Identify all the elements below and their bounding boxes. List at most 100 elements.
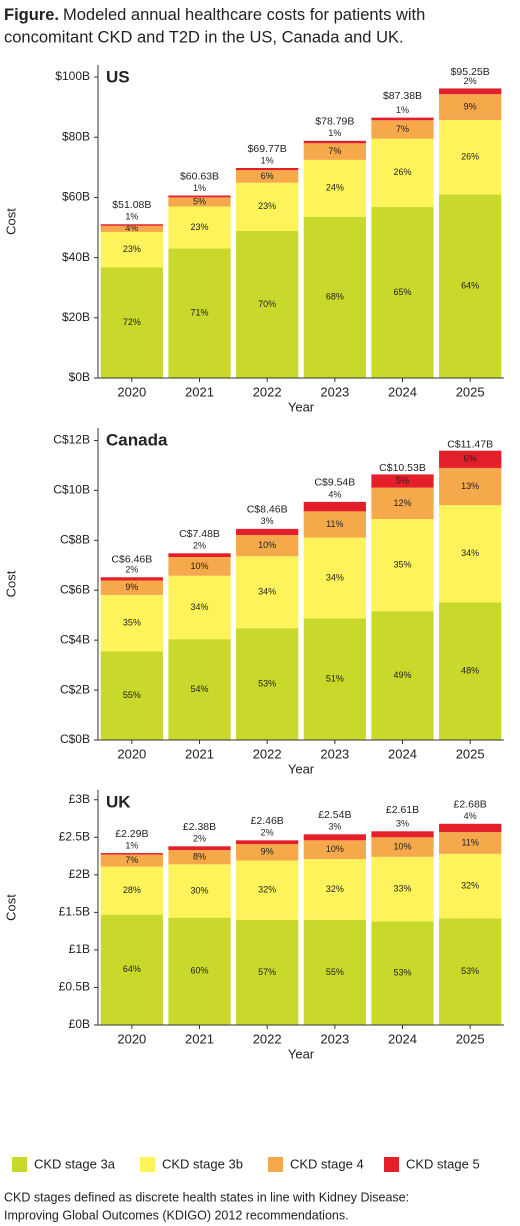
- y-axis-title: Cost: [3, 208, 18, 235]
- data-label: 26%: [461, 152, 479, 162]
- bar-segment: [371, 120, 434, 139]
- data-label: 33%: [393, 883, 411, 893]
- data-label: 1%: [328, 128, 341, 138]
- y-tick-label: £0.5B: [59, 980, 90, 994]
- total-label: C$7.48B: [179, 528, 220, 540]
- data-label: 70%: [258, 299, 276, 309]
- y-tick-label: C$12B: [53, 433, 90, 447]
- data-label: 53%: [393, 968, 411, 978]
- bar-segment: [236, 860, 299, 920]
- data-label: 55%: [123, 690, 141, 700]
- data-label: 23%: [123, 244, 141, 254]
- y-tick-label: £2.5B: [59, 829, 90, 843]
- data-label: 34%: [326, 572, 344, 582]
- footnote: CKD stages defined as discrete health st…: [4, 1190, 409, 1204]
- bar-segment: [371, 837, 434, 857]
- data-label: 51%: [326, 674, 344, 684]
- bar-segment: [303, 859, 366, 920]
- bar-segment: [236, 840, 299, 845]
- data-label: 26%: [393, 167, 411, 177]
- total-label: £2.61B: [386, 804, 419, 816]
- x-tick-label: 2021: [185, 1031, 214, 1046]
- bar-segment: [371, 611, 434, 740]
- bar-segment: [168, 553, 231, 558]
- bar-segment: [100, 225, 163, 232]
- legend-label: CKD stage 5: [406, 1156, 480, 1171]
- data-label: 10%: [190, 561, 208, 571]
- y-tick-label: $80B: [62, 129, 90, 143]
- bar-segment: [168, 917, 231, 1025]
- data-label: 4%: [328, 489, 341, 499]
- bar-segment: [168, 248, 231, 378]
- bar-segment: [236, 231, 299, 378]
- x-tick-label: 2024: [388, 1031, 417, 1046]
- data-label: 68%: [326, 292, 344, 302]
- bar-segment: [439, 467, 502, 506]
- data-label: 7%: [396, 124, 409, 134]
- data-label: 49%: [393, 670, 411, 680]
- bar-segment: [303, 140, 366, 144]
- data-label: 34%: [258, 587, 276, 597]
- bar-segment: [303, 618, 366, 740]
- legend-swatch: [384, 1157, 399, 1172]
- data-label: 64%: [461, 281, 479, 291]
- y-tick-label: $60B: [62, 190, 90, 204]
- bar-segment: [439, 602, 502, 740]
- bar-segment: [371, 519, 434, 612]
- data-label: 65%: [393, 287, 411, 297]
- data-label: 5%: [193, 196, 206, 206]
- total-label: C$9.54B: [314, 477, 355, 489]
- data-label: 2%: [464, 76, 477, 86]
- data-label: 34%: [190, 602, 208, 612]
- x-tick-label: 2023: [320, 746, 349, 761]
- bar-segment: [439, 450, 502, 468]
- data-label: 32%: [461, 880, 479, 890]
- data-label: 9%: [261, 847, 274, 857]
- data-label: 32%: [258, 885, 276, 895]
- data-label: 30%: [190, 885, 208, 895]
- chart-title: UK: [106, 792, 131, 811]
- bar-segment: [100, 267, 163, 378]
- y-axis-title: Cost: [3, 894, 18, 921]
- data-label: 55%: [326, 967, 344, 977]
- bar-segment: [100, 853, 163, 855]
- bar-segment: [303, 919, 366, 1025]
- footnote: Improving Global Outcomes (KDIGO) 2012 r…: [4, 1208, 349, 1222]
- bar-segment: [371, 831, 434, 838]
- bar-segment: [100, 580, 163, 595]
- data-label: 9%: [125, 582, 138, 592]
- data-label: 64%: [123, 964, 141, 974]
- data-label: 3%: [328, 822, 341, 832]
- bar-segment: [303, 501, 366, 512]
- data-label: 1%: [261, 155, 274, 165]
- x-tick-label: 2020: [117, 384, 146, 399]
- total-label: $78.79B: [315, 116, 354, 128]
- data-label: 7%: [328, 146, 341, 156]
- total-label: £2.54B: [318, 809, 351, 821]
- bar-segment: [168, 639, 231, 740]
- data-label: 6%: [464, 454, 477, 464]
- bar-segment: [100, 866, 163, 915]
- y-tick-label: C$0B: [60, 732, 90, 746]
- bar-segment: [236, 170, 299, 183]
- total-label: £2.29B: [115, 828, 148, 840]
- bar-segment: [168, 864, 231, 918]
- bar-segment: [236, 844, 299, 861]
- data-label: 3%: [396, 819, 409, 829]
- bar-segment: [303, 216, 366, 378]
- y-tick-label: £1.5B: [59, 905, 90, 919]
- data-label: 54%: [190, 684, 208, 694]
- data-label: 12%: [393, 498, 411, 508]
- bar-segment: [168, 846, 231, 851]
- figure-label: Figure.: [4, 6, 59, 24]
- bar-segment: [168, 195, 231, 198]
- figure-title: Figure. Modeled annual healthcare costs f…: [4, 6, 425, 24]
- data-label: 2%: [193, 834, 206, 844]
- bar-segment: [100, 577, 163, 581]
- bar-segment: [168, 197, 231, 207]
- data-label: 1%: [125, 212, 138, 222]
- bar-segment: [100, 224, 163, 226]
- data-label: 32%: [326, 884, 344, 894]
- bar-segment: [303, 537, 366, 619]
- total-label: $69.77B: [248, 143, 287, 155]
